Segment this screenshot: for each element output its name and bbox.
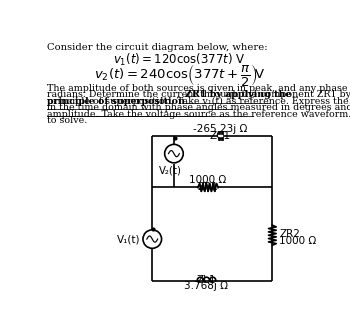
Text: -265.23j Ω: -265.23j Ω: [193, 124, 248, 134]
Text: radians. Determine the current through the component ZR1 by applying the: radians. Determine the current through t…: [47, 90, 350, 99]
Text: The amplitude of both sources is given in peak, and any phase shifts are given i: The amplitude of both sources is given i…: [47, 84, 350, 93]
Text: $v_2(t) = 240 \cos\!\left(377t + \dfrac{\pi}{2}\right)\!\mathrm{V}$: $v_2(t) = 240 \cos\!\left(377t + \dfrac{…: [93, 62, 265, 88]
Text: 1000 Ω: 1000 Ω: [189, 175, 227, 185]
Text: V₁(t): V₁(t): [117, 235, 141, 245]
Text: 3.768j Ω: 3.768j Ω: [184, 282, 229, 292]
Text: principle of superposition. Take v₁(t) as reference. Express the result as a sin: principle of superposition. Take v₁(t) a…: [47, 97, 350, 106]
Text: ZR1: ZR1: [198, 182, 218, 192]
Text: $v_1(t) = 120 \cos(377t)\ \mathrm{V}$: $v_1(t) = 120 \cos(377t)\ \mathrm{V}$: [113, 52, 246, 68]
Text: ZC1: ZC1: [210, 131, 231, 141]
Text: Consider the circuit diagram below, where:: Consider the circuit diagram below, wher…: [47, 43, 267, 52]
Text: in the time domain with phase angles measured in degrees and using peak: in the time domain with phase angles mea…: [47, 103, 350, 112]
Text: principle of superposition: principle of superposition: [47, 97, 185, 106]
Text: ZR2: ZR2: [279, 229, 300, 239]
Text: 1000 Ω: 1000 Ω: [279, 237, 317, 246]
Text: ZL1: ZL1: [197, 274, 216, 284]
Text: amplitude. Take the voltage source as the reference waveform. Do not use MATLAB: amplitude. Take the voltage source as th…: [47, 110, 350, 119]
Text: ZR1 by applying the: ZR1 by applying the: [185, 90, 292, 99]
Text: V₂(t): V₂(t): [159, 165, 182, 175]
Text: to solve.: to solve.: [47, 116, 87, 125]
